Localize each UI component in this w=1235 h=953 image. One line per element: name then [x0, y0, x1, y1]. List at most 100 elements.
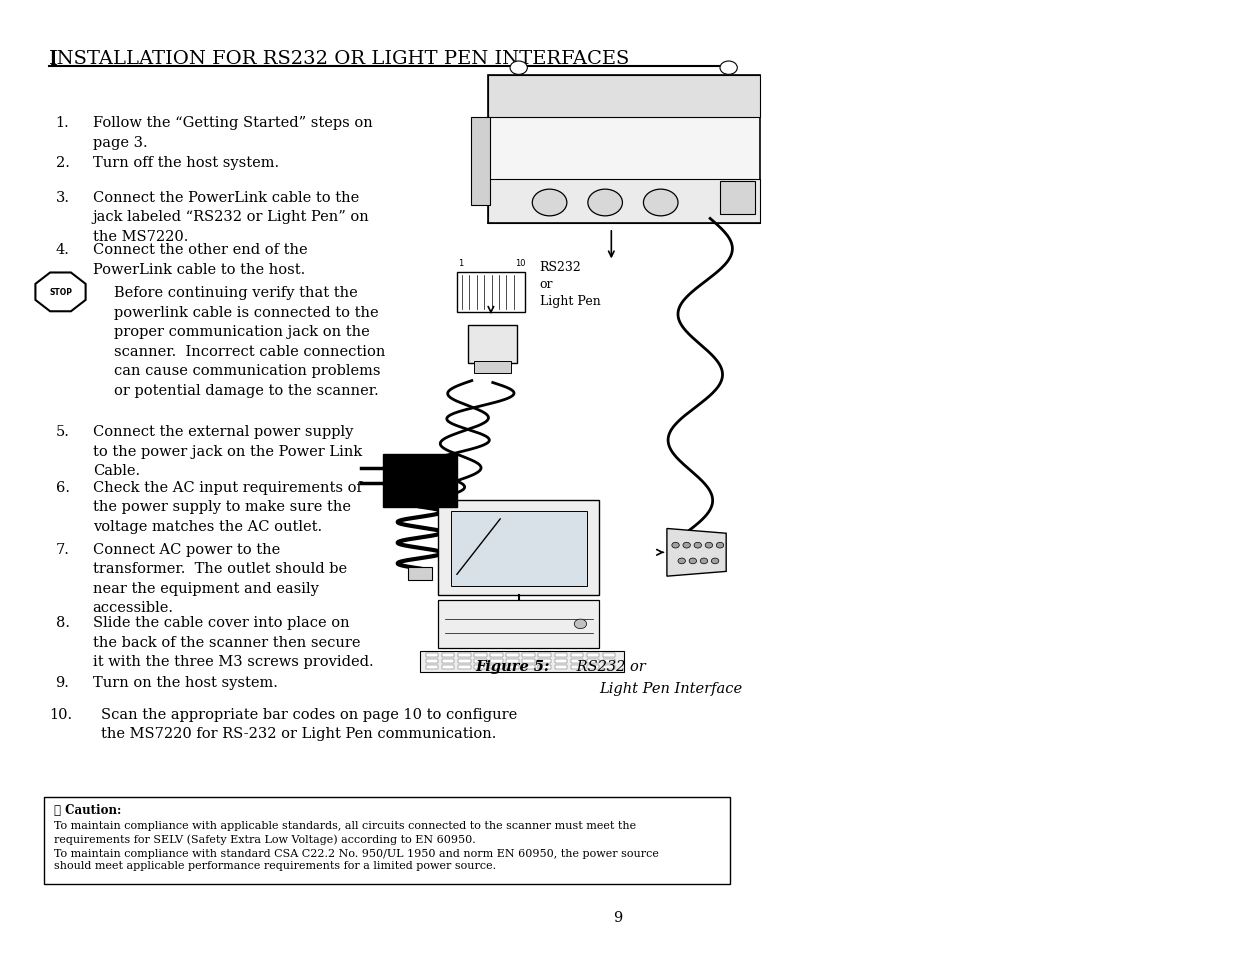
Text: 3.: 3.: [56, 191, 69, 205]
Text: 2.: 2.: [56, 156, 69, 171]
Text: RS232 or: RS232 or: [572, 659, 646, 674]
Circle shape: [689, 558, 697, 564]
Bar: [458, 665, 471, 669]
Text: INSTALLATION FOR RS232 OR LIGHT PEN INTERFACES: INSTALLATION FOR RS232 OR LIGHT PEN INTE…: [49, 50, 630, 68]
Circle shape: [683, 543, 690, 549]
Bar: [571, 665, 583, 669]
Bar: [571, 654, 583, 658]
Bar: [474, 654, 487, 658]
Text: 1.: 1.: [56, 116, 69, 131]
Bar: [555, 654, 567, 658]
Text: RS232
or
Light Pen: RS232 or Light Pen: [540, 261, 600, 308]
Circle shape: [694, 543, 701, 549]
Bar: [426, 654, 438, 658]
Text: Turn off the host system.: Turn off the host system.: [93, 156, 279, 171]
Bar: [471, 117, 490, 206]
Text: 9: 9: [613, 910, 622, 923]
Circle shape: [672, 543, 679, 549]
Bar: [538, 665, 551, 669]
Bar: [555, 665, 567, 669]
Bar: [490, 665, 503, 669]
Bar: [442, 665, 454, 669]
Bar: [490, 659, 503, 663]
Polygon shape: [667, 529, 726, 577]
Circle shape: [532, 190, 567, 216]
Text: Slide the cable cover into place on
the back of the scanner then secure
it with : Slide the cable cover into place on the …: [93, 616, 373, 669]
Bar: [474, 361, 511, 374]
Text: Connect the other end of the
PowerLink cable to the host.: Connect the other end of the PowerLink c…: [93, 243, 308, 276]
Bar: [420, 651, 624, 672]
Text: STOP: STOP: [49, 288, 72, 297]
Bar: [438, 500, 599, 596]
Bar: [720, 182, 755, 215]
Bar: [44, 797, 730, 884]
Text: To maintain compliance with standard CSA C22.2 No. 950/UL 1950 and norm EN 60950: To maintain compliance with standard CSA…: [54, 848, 659, 870]
Text: Check the AC input requirements of
the power supply to make sure the
voltage mat: Check the AC input requirements of the p…: [93, 480, 362, 534]
Bar: [555, 659, 567, 663]
Bar: [474, 665, 487, 669]
Circle shape: [716, 543, 724, 549]
Bar: [603, 654, 615, 658]
Circle shape: [711, 558, 719, 564]
Bar: [587, 665, 599, 669]
Bar: [522, 665, 535, 669]
Text: 1: 1: [458, 259, 463, 268]
Bar: [571, 659, 583, 663]
Circle shape: [588, 190, 622, 216]
Bar: [587, 659, 599, 663]
Bar: [488, 179, 760, 224]
Bar: [488, 76, 760, 224]
Bar: [522, 659, 535, 663]
Text: Light Pen Interface: Light Pen Interface: [599, 681, 742, 696]
Circle shape: [510, 62, 527, 75]
Text: 7.: 7.: [56, 542, 69, 557]
Bar: [538, 659, 551, 663]
Text: 5.: 5.: [56, 425, 69, 439]
Text: 8.: 8.: [56, 616, 69, 630]
Text: Figure 5:: Figure 5:: [475, 659, 550, 674]
Bar: [506, 659, 519, 663]
Text: ⚠ Caution:: ⚠ Caution:: [54, 803, 122, 817]
Bar: [488, 76, 760, 117]
Bar: [603, 659, 615, 663]
Text: Turn on the host system.: Turn on the host system.: [93, 676, 278, 690]
Bar: [474, 659, 487, 663]
Bar: [468, 326, 517, 364]
Bar: [506, 665, 519, 669]
Bar: [506, 654, 519, 658]
Bar: [442, 654, 454, 658]
Bar: [426, 665, 438, 669]
Bar: [458, 654, 471, 658]
Text: I: I: [49, 50, 57, 69]
Text: Follow the “Getting Started” steps on
page 3.: Follow the “Getting Started” steps on pa…: [93, 116, 373, 150]
Circle shape: [700, 558, 708, 564]
Text: Connect the external power supply
to the power jack on the Power Link
Cable.: Connect the external power supply to the…: [93, 425, 362, 478]
Bar: [408, 567, 432, 580]
Bar: [603, 665, 615, 669]
Text: Connect the PowerLink cable to the
jack labeled “RS232 or Light Pen” on
the MS72: Connect the PowerLink cable to the jack …: [93, 191, 369, 244]
Bar: [538, 654, 551, 658]
Text: 4.: 4.: [56, 243, 69, 257]
Text: Before continuing verify that the
powerlink cable is connected to the
proper com: Before continuing verify that the powerl…: [114, 286, 385, 397]
Bar: [442, 659, 454, 663]
Circle shape: [574, 619, 587, 629]
Text: 10.: 10.: [49, 707, 73, 721]
Bar: [451, 512, 587, 586]
Text: 10: 10: [515, 259, 526, 268]
Bar: [383, 455, 457, 507]
Circle shape: [643, 190, 678, 216]
Bar: [438, 600, 599, 648]
Circle shape: [705, 543, 713, 549]
Bar: [490, 654, 503, 658]
Circle shape: [678, 558, 685, 564]
Circle shape: [720, 62, 737, 75]
Text: Connect AC power to the
transformer.  The outlet should be
near the equipment an: Connect AC power to the transformer. The…: [93, 542, 347, 615]
Bar: [458, 659, 471, 663]
Polygon shape: [36, 274, 85, 312]
Text: To maintain compliance with applicable standards, all circuits connected to the : To maintain compliance with applicable s…: [54, 821, 636, 843]
Bar: [522, 654, 535, 658]
Text: 6.: 6.: [56, 480, 69, 495]
Bar: [457, 273, 525, 313]
Bar: [587, 654, 599, 658]
Text: 9.: 9.: [56, 676, 69, 690]
